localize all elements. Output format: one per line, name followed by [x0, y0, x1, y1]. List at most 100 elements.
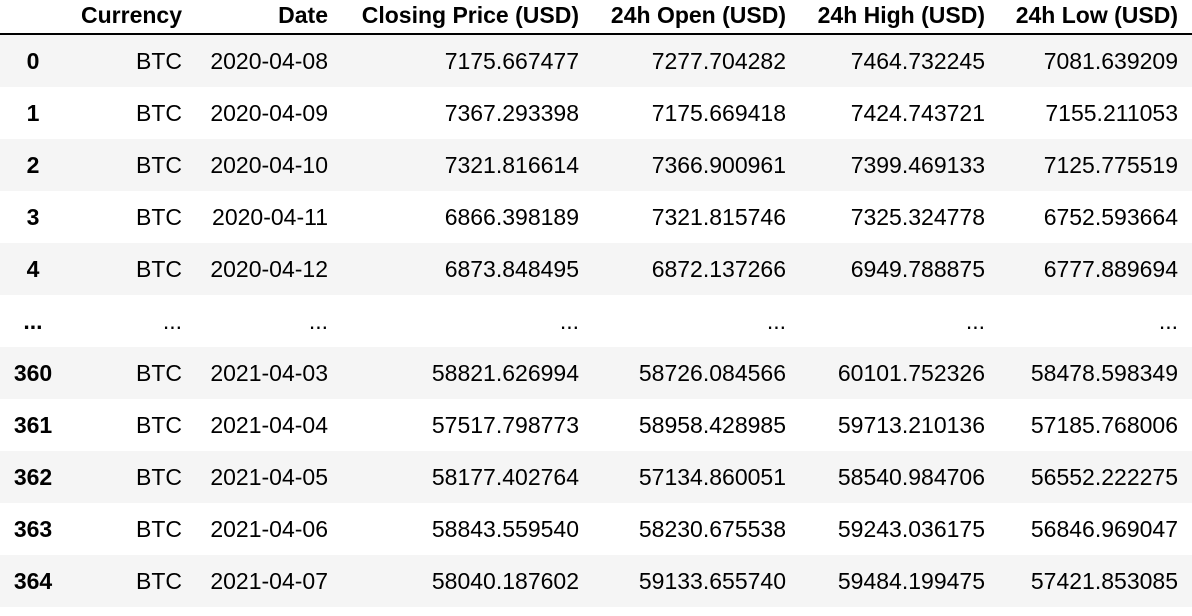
- header-closing-price: Closing Price (USD): [340, 0, 591, 35]
- table-row: 362 BTC 2021-04-05 58177.402764 57134.860051…: [0, 451, 1192, 503]
- cell-24h-open: ...: [766, 308, 786, 334]
- header-row: Currency Date Closing Price (USD) 24h Op…: [0, 0, 1192, 35]
- row-index: 1: [26, 100, 40, 126]
- cell-24h-open: 59133.655740: [638, 568, 786, 594]
- cell-24h-open: 58958.428985: [638, 412, 786, 438]
- cell-24h-open: 7321.815746: [651, 204, 786, 230]
- cell-24h-open: 6872.137266: [651, 256, 786, 282]
- table-row: 3 BTC 2020-04-11 6866.398189 7321.815746 7325…: [0, 191, 1192, 243]
- row-index: 363: [13, 516, 53, 542]
- cell-date: 2020-04-12: [210, 256, 328, 282]
- table-row: 0 BTC 2020-04-08 7175.667477 7277.704282 7464…: [0, 34, 1192, 87]
- cell-currency: BTC: [136, 412, 182, 438]
- cell-closing-price: 58177.402764: [431, 464, 579, 490]
- cell-24h-high: 59484.199475: [837, 568, 985, 594]
- cell-24h-low: 7081.639209: [1043, 48, 1178, 74]
- header-24h-low: 24h Low (USD): [997, 0, 1192, 35]
- row-index: 0: [26, 48, 40, 74]
- row-index: ...: [23, 308, 43, 334]
- cell-closing-price: 57517.798773: [431, 412, 579, 438]
- cell-24h-high: 7325.324778: [850, 204, 985, 230]
- table-header: Currency Date Closing Price (USD) 24h Op…: [0, 0, 1192, 35]
- cell-24h-open: 58726.084566: [638, 360, 786, 386]
- cell-24h-low: 56552.222275: [1030, 464, 1178, 490]
- table-row: 1 BTC 2020-04-09 7367.293398 7175.669418 7424…: [0, 87, 1192, 139]
- cell-currency: BTC: [136, 48, 182, 74]
- cell-24h-high: 59243.036175: [837, 516, 985, 542]
- cell-date: 2021-04-03: [210, 360, 328, 386]
- cell-currency: BTC: [136, 516, 182, 542]
- cell-currency: BTC: [136, 152, 182, 178]
- cell-24h-low: 57421.853085: [1030, 568, 1178, 594]
- cell-24h-open: 57134.860051: [638, 464, 786, 490]
- cell-date: 2021-04-07: [210, 568, 328, 594]
- cell-closing-price: 58843.559540: [431, 516, 579, 542]
- header-currency: Currency: [66, 0, 194, 35]
- cell-closing-price: 6866.398189: [444, 204, 579, 230]
- cell-24h-high: 7424.743721: [850, 100, 985, 126]
- cell-currency: BTC: [136, 360, 182, 386]
- cell-closing-price: ...: [559, 308, 579, 334]
- cell-date: 2020-04-11: [212, 204, 328, 230]
- cell-24h-high: 59713.210136: [837, 412, 985, 438]
- cell-date: 2021-04-05: [210, 464, 328, 490]
- cell-closing-price: 6873.848495: [444, 256, 579, 282]
- cell-closing-price: 58821.626994: [431, 360, 579, 386]
- cell-24h-low: 6752.593664: [1043, 204, 1178, 230]
- cell-24h-open: 7277.704282: [651, 48, 786, 74]
- cell-24h-high: 60101.752326: [837, 360, 985, 386]
- cell-closing-price: 7321.816614: [444, 152, 579, 178]
- cell-date: 2020-04-09: [210, 100, 328, 126]
- table-row: 2 BTC 2020-04-10 7321.816614 7366.900961 7399…: [0, 139, 1192, 191]
- cell-24h-low: 7155.211053: [1045, 100, 1178, 126]
- row-index: 360: [13, 360, 53, 386]
- table-row: 4 BTC 2020-04-12 6873.848495 6872.137266 6949…: [0, 243, 1192, 295]
- table-row: 364 BTC 2021-04-07 58040.187602 59133.655740…: [0, 555, 1192, 607]
- cell-currency: BTC: [136, 568, 182, 594]
- cell-date: 2021-04-04: [210, 412, 328, 438]
- cell-closing-price: 7367.293398: [444, 100, 579, 126]
- header-date: Date: [194, 0, 340, 35]
- cell-currency: BTC: [136, 100, 182, 126]
- cell-date: 2020-04-10: [210, 152, 328, 178]
- cell-currency: BTC: [136, 256, 182, 282]
- header-index: [0, 0, 66, 35]
- cell-24h-open: 58230.675538: [638, 516, 786, 542]
- cell-24h-low: 6777.889694: [1043, 256, 1178, 282]
- cell-24h-high: 7399.469133: [850, 152, 985, 178]
- cell-24h-high: ...: [965, 308, 985, 334]
- row-index: 364: [13, 568, 53, 594]
- row-index: 362: [13, 464, 53, 490]
- row-index: 2: [26, 152, 40, 178]
- cell-closing-price: 7175.667477: [444, 48, 579, 74]
- cell-date: 2021-04-06: [210, 516, 328, 542]
- cell-date: ...: [308, 308, 328, 334]
- cell-24h-open: 7366.900961: [651, 152, 786, 178]
- row-index: 4: [26, 256, 40, 282]
- table-row: .....................: [0, 295, 1192, 347]
- cell-24h-low: 7125.775519: [1043, 152, 1178, 178]
- cell-24h-low: 56846.969047: [1030, 516, 1178, 542]
- cell-currency: BTC: [136, 204, 182, 230]
- table-row: 363 BTC 2021-04-06 58843.559540 58230.675538…: [0, 503, 1192, 555]
- cell-closing-price: 58040.187602: [431, 568, 579, 594]
- cell-24h-high: 58540.984706: [837, 464, 985, 490]
- cell-currency: ...: [162, 308, 182, 334]
- cell-24h-open: 7175.669418: [651, 100, 786, 126]
- cell-date: 2020-04-08: [210, 48, 328, 74]
- cell-24h-low: 57185.768006: [1030, 412, 1178, 438]
- row-index: 361: [13, 412, 53, 438]
- cell-24h-high: 6949.788875: [850, 256, 985, 282]
- cell-24h-low: ...: [1158, 308, 1178, 334]
- table-row: 360 BTC 2021-04-03 58821.626994 58726.084566…: [0, 347, 1192, 399]
- table-row: 361 BTC 2021-04-04 57517.798773 58958.428985…: [0, 399, 1192, 451]
- row-index: 3: [26, 204, 40, 230]
- cell-currency: BTC: [136, 464, 182, 490]
- header-24h-open: 24h Open (USD): [591, 0, 798, 35]
- cell-24h-low: 58478.598349: [1030, 360, 1178, 386]
- cell-24h-high: 7464.732245: [850, 48, 985, 74]
- table-body: 0 BTC 2020-04-08 7175.667477 7277.704282 7464…: [0, 34, 1192, 607]
- header-24h-high: 24h High (USD): [798, 0, 997, 35]
